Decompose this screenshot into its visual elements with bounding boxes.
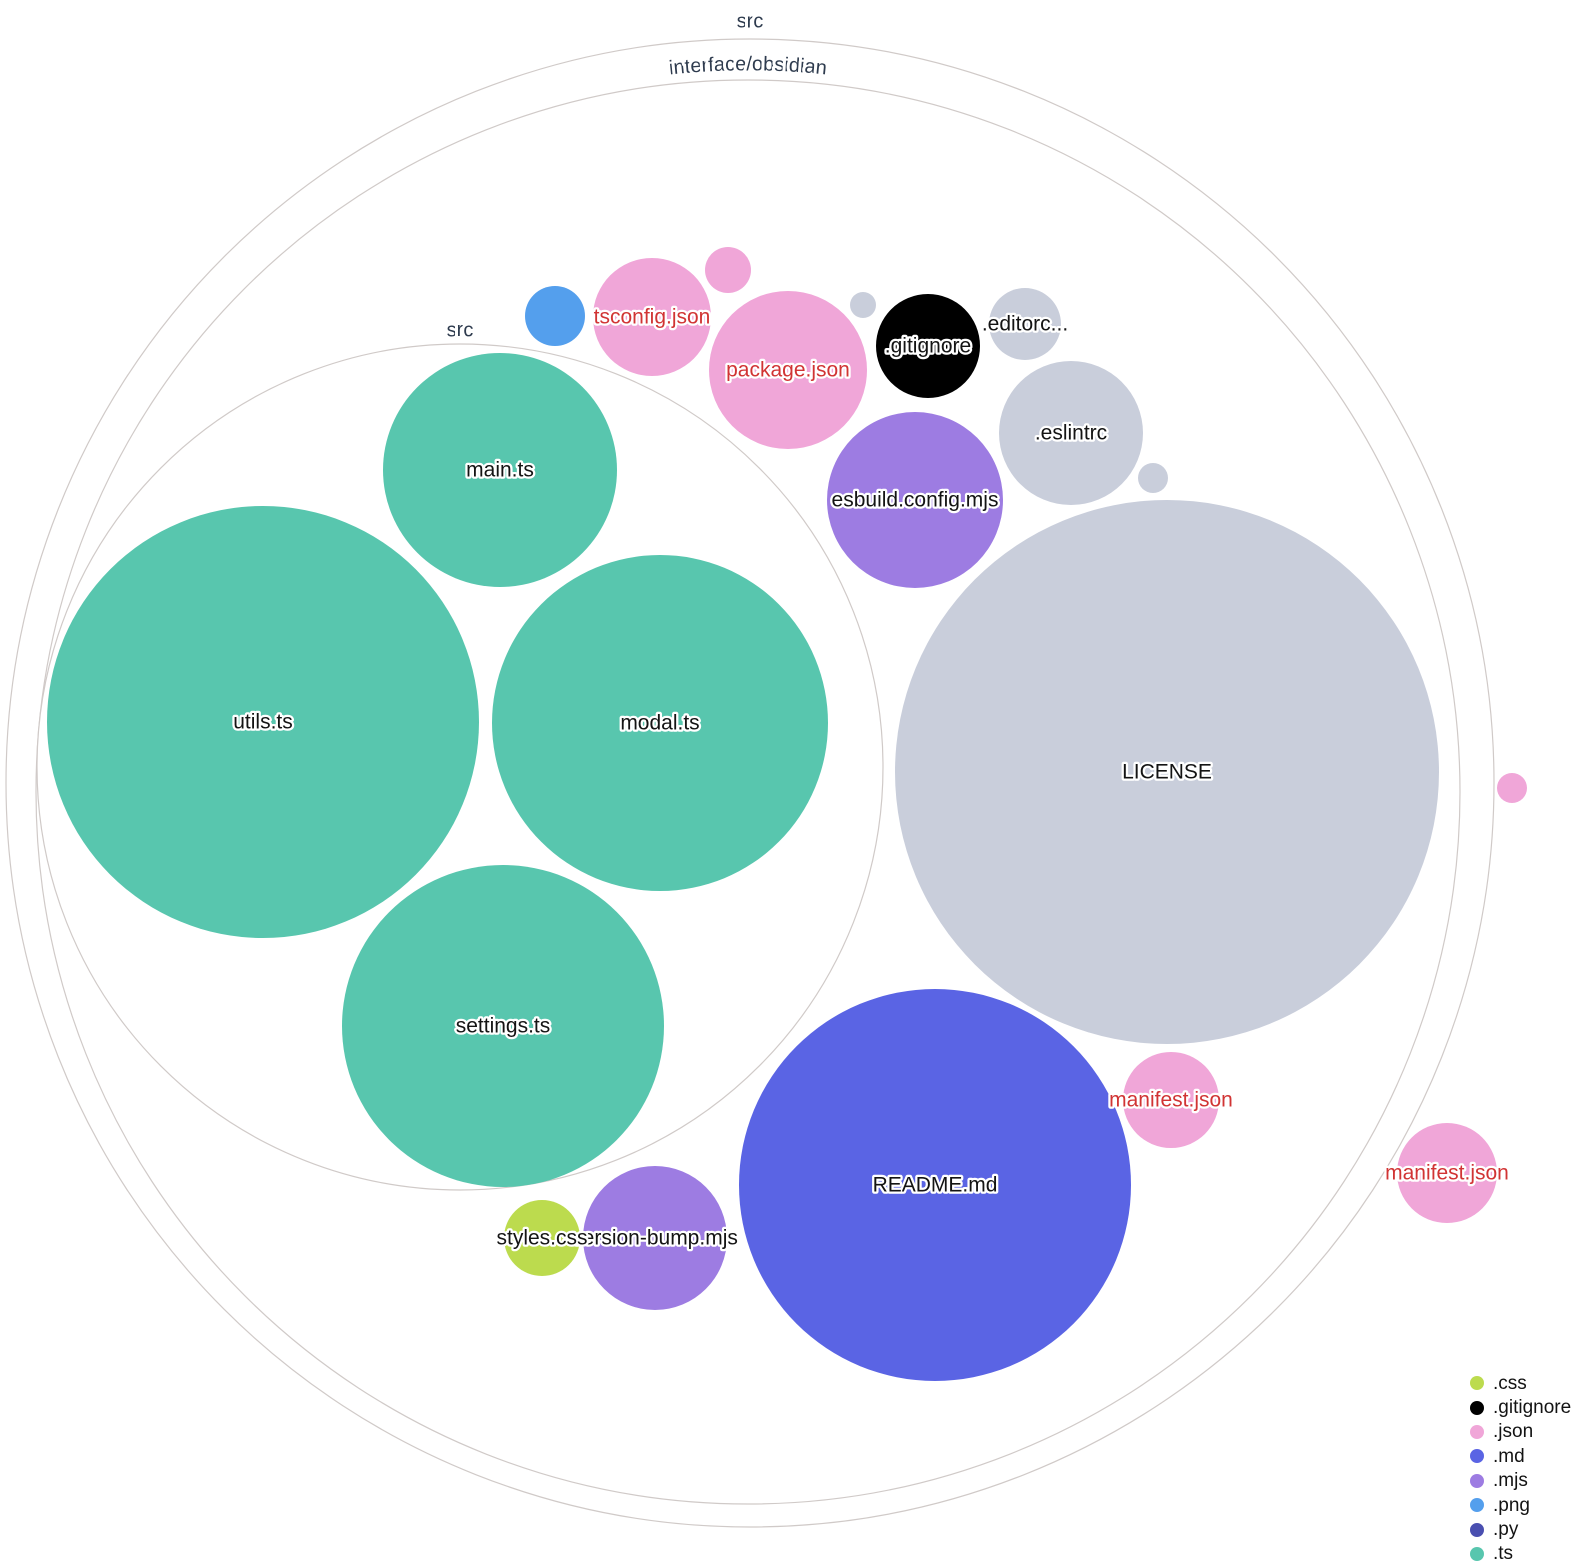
legend-swatch-icon [1470, 1376, 1484, 1391]
file-label-styles-css: styles.css [496, 1227, 587, 1250]
legend-swatch-icon [1470, 1498, 1484, 1513]
folder-label-src-outer: src [737, 10, 764, 32]
legend-label: .py [1493, 1519, 1519, 1541]
legend-item-json: .json [1470, 1420, 1571, 1444]
file-circle-modal-ts[interactable] [492, 555, 828, 891]
legend-label: .json [1493, 1421, 1534, 1443]
file-circle-main-ts[interactable] [383, 353, 617, 587]
legend-swatch-icon [1470, 1400, 1484, 1415]
file-circle-version-bump-mjs[interactable] [583, 1166, 727, 1310]
folder-label-src-inner: src [446, 319, 473, 341]
file-circle-editorconfig[interactable] [989, 288, 1061, 360]
legend-label: .css [1493, 1372, 1527, 1394]
legend-label: .md [1493, 1445, 1525, 1467]
legend-item-md: .md [1470, 1444, 1571, 1468]
file-label-gitignore: .gitignore [885, 335, 971, 358]
legend-label: .png [1493, 1494, 1530, 1516]
file-circle-json-dot-top[interactable] [705, 247, 751, 293]
legend-item-py: .py [1470, 1517, 1571, 1541]
file-label-manifest-json-inner: manifest.json [1109, 1089, 1233, 1112]
file-extension-legend: .css .gitignore .json .md .mjs .png .py .ts [1470, 1371, 1571, 1566]
file-circle-styles-css[interactable] [504, 1200, 580, 1276]
file-circle-json-dot-outside[interactable] [1497, 773, 1527, 803]
legend-swatch-icon [1470, 1424, 1484, 1439]
legend-swatch-icon [1470, 1522, 1484, 1537]
file-label-editorconfig: .editorc... [982, 313, 1068, 336]
file-circle-esbuild-config-mjs[interactable] [827, 412, 1003, 588]
circles-layer [5, 38, 1527, 1528]
file-circle-utils-ts[interactable] [47, 506, 479, 938]
legend-label: .gitignore [1493, 1397, 1572, 1419]
legend-label: .ts [1493, 1543, 1514, 1565]
legend-item-gitignore: .gitignore [1470, 1395, 1571, 1419]
legend-item-mjs: .mjs [1470, 1469, 1571, 1493]
file-label-version-bump-mjs: version-bump.mjs [572, 1227, 738, 1250]
file-label-tsconfig-json: tsconfig.json [594, 306, 711, 329]
file-circle-manifest-json-inner[interactable] [1123, 1052, 1219, 1148]
file-circle-tsconfig-json[interactable] [593, 258, 711, 376]
file-circle-manifest-json-outside[interactable] [1397, 1123, 1497, 1223]
file-circle-readme-md[interactable] [739, 989, 1131, 1381]
file-label-readme-md: README.md [873, 1174, 998, 1197]
file-circle-eslintrc[interactable] [999, 361, 1143, 505]
file-circle-license[interactable] [895, 500, 1439, 1044]
legend-swatch-icon [1470, 1449, 1484, 1464]
file-circle-settings-ts[interactable] [342, 865, 664, 1187]
file-label-modal-ts: modal.ts [620, 712, 699, 735]
file-label-utils-ts: utils.ts [233, 711, 293, 734]
file-circle-gray-dot-top[interactable] [850, 292, 876, 318]
file-label-esbuild-config-mjs: esbuild.config.mjs [832, 489, 999, 512]
legend-swatch-icon [1470, 1546, 1484, 1561]
legend-item-png: .png [1470, 1493, 1571, 1517]
file-label-eslintrc: .eslintrc [1035, 422, 1107, 445]
legend-label: .mjs [1493, 1470, 1528, 1492]
file-circle-package-json[interactable] [709, 291, 867, 449]
file-label-package-json: package.json [726, 359, 850, 382]
file-circle-gitignore[interactable] [876, 294, 980, 398]
file-circle-png-dot[interactable] [525, 286, 585, 346]
file-circle-gray-dot-right[interactable] [1138, 463, 1168, 493]
legend-item-css: .css [1470, 1371, 1571, 1395]
file-label-manifest-json-outside: manifest.json [1385, 1162, 1509, 1185]
file-label-main-ts: main.ts [466, 459, 534, 482]
legend-swatch-icon [1470, 1473, 1484, 1488]
legend-item-ts: .ts [1470, 1542, 1571, 1566]
file-label-settings-ts: settings.ts [456, 1015, 551, 1038]
file-label-license: LICENSE [1122, 761, 1212, 784]
